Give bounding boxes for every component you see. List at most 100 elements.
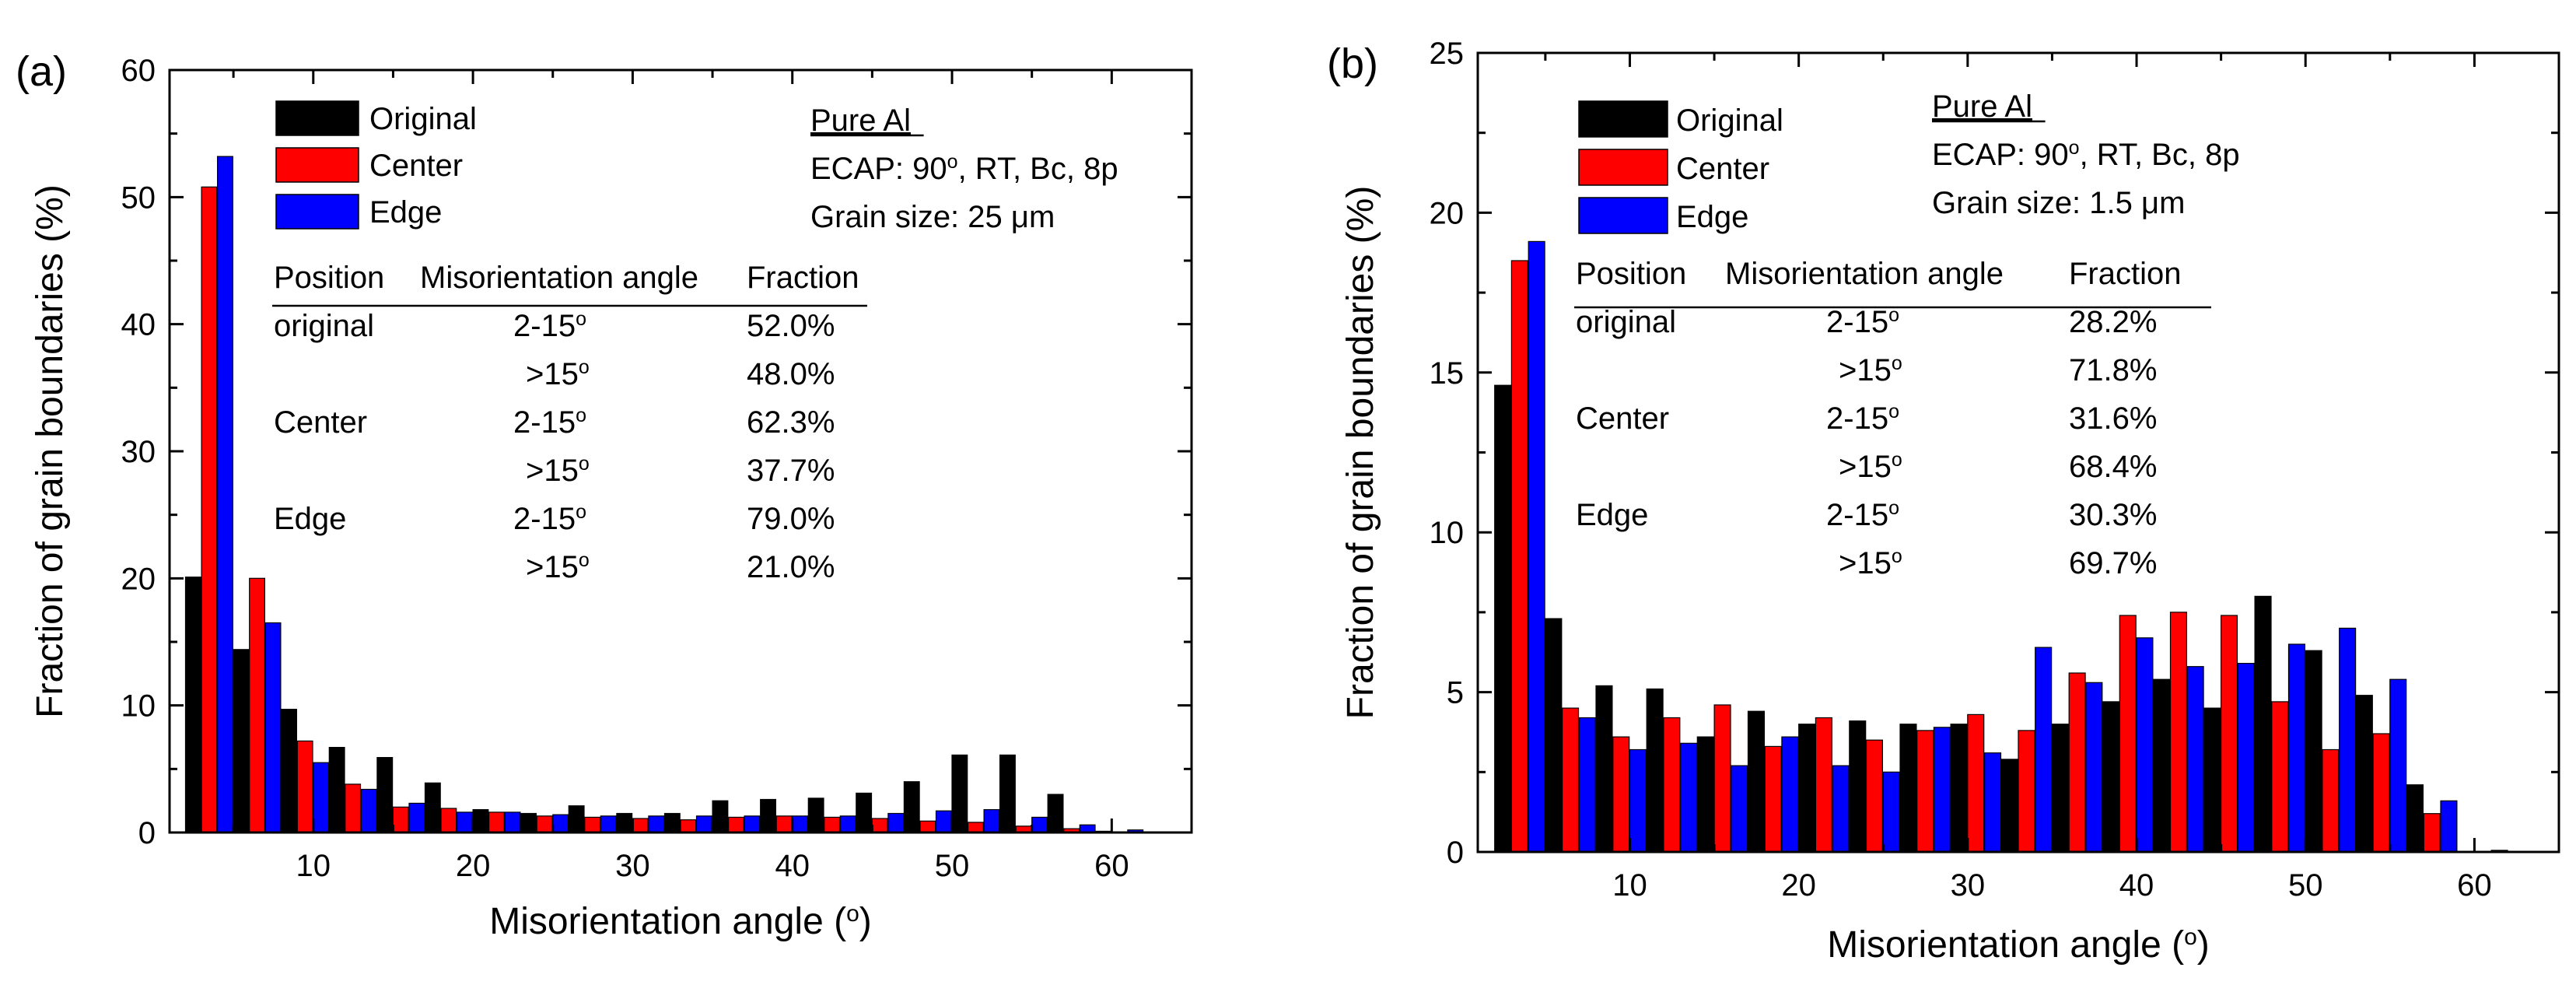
bar-edge bbox=[2237, 662, 2255, 853]
bar-original bbox=[663, 812, 681, 833]
table-angle: 2-15o bbox=[513, 405, 586, 440]
legend-swatch-original bbox=[275, 100, 359, 136]
y-tick-label: 25 bbox=[1430, 37, 1465, 71]
bar-edge bbox=[648, 815, 665, 833]
bar-center bbox=[2322, 748, 2340, 853]
bar-edge bbox=[2339, 627, 2357, 853]
bar-original bbox=[1646, 688, 1664, 853]
panel-b: 0 5 10 15 20 25 10 20 30 40 50 60 Misorientation ang… bbox=[1327, 37, 2560, 966]
legend-swatch-edge bbox=[275, 194, 359, 230]
bar-original bbox=[1696, 736, 1714, 853]
bar-center bbox=[296, 740, 313, 833]
bar-original bbox=[1595, 685, 1613, 853]
x-tick-label: 60 bbox=[2457, 868, 2492, 903]
legend-swatch-edge bbox=[1578, 197, 1668, 234]
table-fraction: 62.3% bbox=[747, 405, 835, 440]
bar-edge bbox=[1832, 765, 1850, 853]
table-position: original bbox=[274, 309, 374, 343]
bar-center bbox=[488, 811, 505, 833]
table-angle: 2-15o bbox=[513, 501, 586, 536]
info-grain-size: Grain size: 1.5 μm bbox=[1932, 186, 2185, 220]
y-tick-label: 10 bbox=[1430, 516, 1465, 550]
table-header: Fraction bbox=[2069, 257, 2182, 291]
bar-center bbox=[249, 577, 266, 833]
panel-label: (a) bbox=[16, 48, 67, 95]
x-axis-title: Misorientation angle (o) bbox=[1827, 924, 2210, 966]
bar-original bbox=[2254, 595, 2272, 853]
panel-a: 0 10 20 30 40 50 60 10 20 30 40 50 60 Misorientation … bbox=[16, 48, 1193, 942]
bar-edge bbox=[792, 815, 809, 833]
bar-edge bbox=[1781, 736, 1799, 853]
bar-center bbox=[1612, 736, 1630, 853]
bar-original bbox=[233, 649, 250, 833]
x-tick-label: 50 bbox=[2288, 868, 2323, 903]
bar-edge bbox=[1731, 765, 1748, 853]
info-block: Pure Al ECAP: 90o, RT, Bc, 8p Grain size: … bbox=[1932, 89, 2240, 220]
bar-original bbox=[2000, 759, 2018, 853]
bar-original bbox=[2153, 678, 2171, 853]
table-header: Position bbox=[1576, 257, 1686, 291]
table-angle: 2-15o bbox=[1826, 304, 1899, 339]
bar-original bbox=[1798, 724, 1816, 853]
bar-center bbox=[584, 816, 601, 833]
table-fraction: 21.0% bbox=[747, 550, 835, 584]
table-fraction: 68.4% bbox=[2069, 450, 2157, 484]
bar-original bbox=[2203, 707, 2221, 853]
bar-center bbox=[1663, 717, 1681, 853]
bar-original bbox=[856, 792, 873, 833]
bar-original bbox=[2102, 701, 2120, 853]
bar-original bbox=[520, 812, 537, 833]
bar-center bbox=[1967, 713, 1985, 853]
bar-edge bbox=[313, 762, 330, 833]
bar-center bbox=[2018, 730, 2035, 853]
bar-center bbox=[1510, 260, 1528, 853]
bar-center bbox=[201, 186, 218, 833]
bar-center bbox=[727, 816, 744, 833]
bar-edge bbox=[2035, 647, 2053, 853]
x-tick-label: 40 bbox=[775, 849, 810, 883]
bar-edge bbox=[1629, 748, 1647, 853]
bar-original bbox=[1047, 794, 1064, 833]
bar-original bbox=[616, 812, 633, 833]
table-fraction: 37.7% bbox=[747, 454, 835, 488]
table-position: original bbox=[1576, 305, 1676, 339]
table-fraction: 48.0% bbox=[747, 357, 835, 391]
x-tick-label: 10 bbox=[1612, 868, 1647, 903]
y-tick-label: 40 bbox=[121, 308, 156, 342]
table-position: Center bbox=[1576, 401, 1669, 436]
table-header: Fraction bbox=[747, 261, 859, 295]
y-tick-label: 30 bbox=[121, 435, 156, 469]
info-process: ECAP: 90o, RT, Bc, 8p bbox=[1932, 137, 2240, 172]
table-header: Misorientation angle bbox=[420, 261, 698, 295]
y-tick-label: 0 bbox=[1447, 836, 1464, 870]
table-header: Position bbox=[274, 261, 384, 295]
bar-center bbox=[1561, 707, 1580, 853]
y-axis-title: Fraction of grain boundaries (%) bbox=[1340, 186, 1381, 720]
bars bbox=[184, 156, 1144, 833]
bar-edge bbox=[2085, 682, 2103, 853]
legend-label-original: Original bbox=[1676, 103, 1783, 138]
bar-edge bbox=[2440, 800, 2458, 853]
table-angle: 2-15o bbox=[1826, 401, 1899, 436]
bar-original bbox=[807, 797, 824, 833]
info-block: Pure Al ECAP: 90o, RT, Bc, 8p Grain size: … bbox=[810, 103, 1118, 234]
bar-original bbox=[424, 782, 441, 833]
bar-original bbox=[2406, 784, 2424, 853]
bar-edge bbox=[1528, 240, 1545, 853]
bar-edge bbox=[1680, 742, 1698, 853]
bar-edge bbox=[744, 815, 761, 833]
table-position: Center bbox=[274, 405, 367, 440]
bar-original bbox=[1950, 724, 1968, 853]
info-material: Pure Al bbox=[1932, 89, 2032, 124]
legend: Original Center Edge bbox=[275, 100, 477, 230]
y-tick-label: 15 bbox=[1430, 356, 1465, 391]
y-tick-label: 20 bbox=[121, 562, 156, 596]
table-fraction: 31.6% bbox=[2069, 401, 2157, 436]
bar-edge bbox=[1984, 752, 2002, 853]
bar-edge bbox=[2389, 678, 2407, 853]
bar-edge bbox=[2186, 666, 2204, 853]
bar-original bbox=[1545, 618, 1563, 853]
y-tick-label: 50 bbox=[121, 181, 156, 215]
bar-center bbox=[2221, 615, 2238, 853]
bar-edge bbox=[552, 814, 569, 833]
